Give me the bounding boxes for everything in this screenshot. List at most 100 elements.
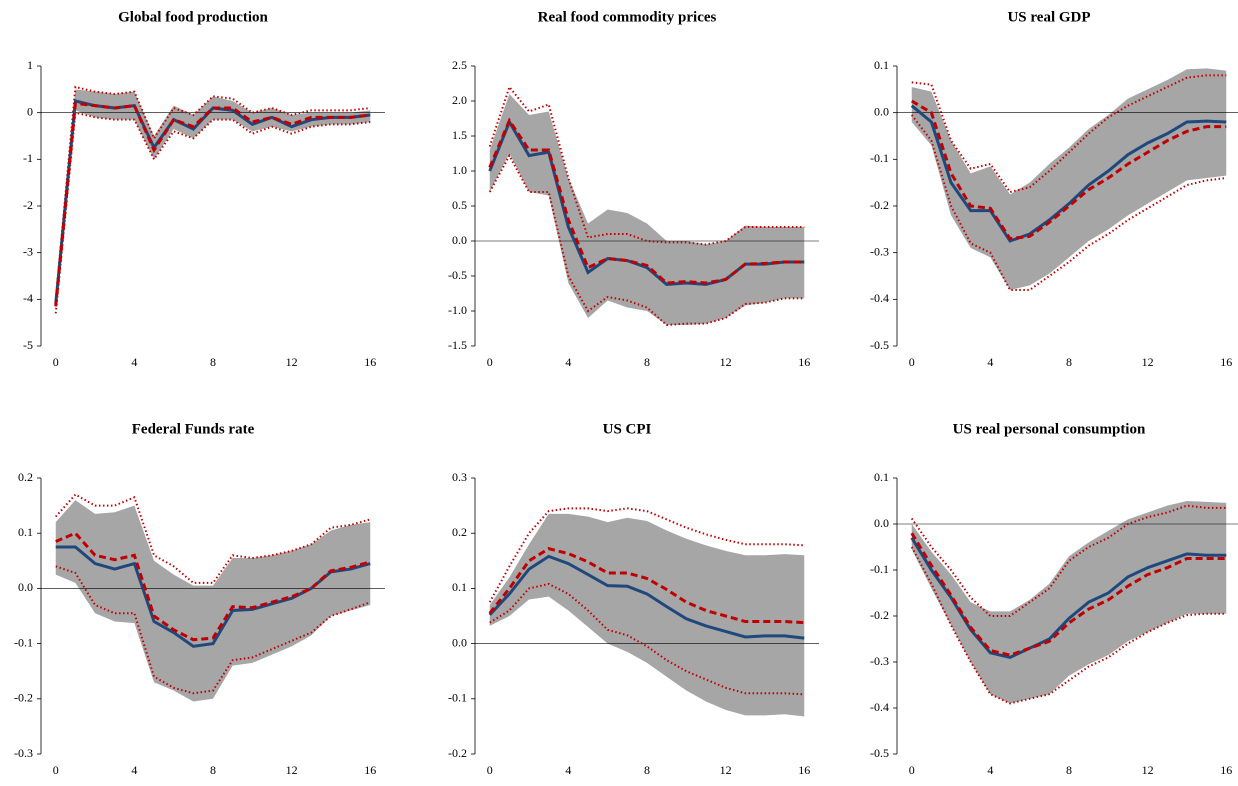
x-tick-label: 12 [1142, 355, 1154, 369]
x-tick-label: 0 [53, 355, 59, 369]
x-tick-label: 0 [909, 355, 915, 369]
y-tick-label: 0.1 [452, 580, 467, 594]
x-tick-label: 12 [286, 355, 298, 369]
y-tick-label: -0.1 [14, 635, 33, 649]
y-tick-label: 0.1 [874, 470, 889, 484]
y-tick-label: 0.5 [452, 198, 467, 212]
line-dashed [488, 117, 805, 285]
line-dotted [54, 111, 371, 314]
line-dotted [910, 114, 1227, 291]
x-tick-label: 12 [720, 355, 732, 369]
y-tick-label: -0.4 [870, 700, 889, 714]
line-dashed [910, 99, 1227, 241]
line-dotted [54, 493, 371, 584]
y-tick-label: 1 [27, 58, 33, 72]
panel-title: US real personal consumption [953, 421, 1146, 437]
y-tick-label: -0.5 [870, 746, 889, 760]
x-tick-label: 8 [210, 763, 216, 777]
y-tick-label: -2 [23, 198, 33, 212]
y-tick-label: -0.2 [870, 608, 889, 622]
y-tick-label: -0.2 [448, 746, 467, 760]
line-dotted [488, 507, 805, 603]
line-dashed [488, 547, 805, 625]
panel-title: Global food production [118, 9, 268, 25]
x-tick-label: 8 [644, 763, 650, 777]
confidence-band [55, 500, 371, 702]
y-tick-label: -0.3 [870, 654, 889, 668]
x-tick-label: 8 [1066, 355, 1072, 369]
line-dotted [55, 565, 371, 695]
y-tick-label: 0.2 [452, 525, 467, 539]
line-solid [54, 99, 371, 305]
y-tick-label: 1.0 [452, 163, 467, 177]
y-tick-label: 1.5 [452, 128, 467, 142]
x-tick-label: 4 [131, 763, 137, 777]
panel-title: Real food commodity prices [538, 9, 717, 25]
x-tick-label: 16 [364, 763, 376, 777]
y-tick-label: -0.1 [870, 562, 889, 576]
x-tick-label: 0 [53, 763, 59, 777]
y-tick-label: 0.0 [452, 233, 467, 247]
y-tick-label: 2.5 [452, 58, 467, 72]
line-dotted [911, 74, 1227, 194]
line-solid [55, 545, 371, 648]
y-tick-label: 0.0 [874, 516, 889, 530]
y-tick-label: 2.0 [452, 93, 467, 107]
confidence-band [55, 89, 371, 311]
x-tick-label: 12 [286, 763, 298, 777]
y-tick-label: 0.1 [874, 58, 889, 72]
y-tick-label: -0.1 [448, 691, 467, 705]
y-tick-label: -0.3 [14, 746, 33, 760]
line-solid [488, 554, 805, 640]
y-tick-label: 0.2 [18, 470, 33, 484]
y-tick-label: 0.3 [452, 470, 467, 484]
y-tick-label: 0.1 [18, 525, 33, 539]
panel-title: Federal Funds rate [132, 421, 255, 437]
x-tick-label: 8 [210, 355, 216, 369]
y-tick-label: -5 [23, 338, 33, 352]
y-tick-label: -1.5 [448, 338, 467, 352]
y-tick-label: -1.0 [448, 303, 467, 317]
y-tick-label: -0.3 [870, 244, 889, 258]
y-tick-label: -0.5 [870, 338, 889, 352]
y-tick-label: -4 [23, 291, 33, 305]
x-tick-label: 16 [1220, 355, 1232, 369]
x-tick-label: 12 [720, 763, 732, 777]
x-tick-label: 4 [987, 355, 993, 369]
y-tick-label: -0.5 [448, 268, 467, 282]
panel-title: US CPI [603, 421, 652, 437]
x-tick-label: 8 [1066, 763, 1072, 777]
x-tick-label: 16 [798, 763, 810, 777]
y-tick-label: 0.0 [874, 104, 889, 118]
line-solid [910, 104, 1227, 243]
x-tick-label: 0 [909, 763, 915, 777]
line-dotted [910, 546, 1227, 705]
x-tick-label: 16 [798, 355, 810, 369]
x-tick-label: 8 [644, 355, 650, 369]
x-tick-label: 16 [1220, 763, 1232, 777]
y-tick-label: 0.0 [18, 580, 33, 594]
x-tick-label: 4 [987, 763, 993, 777]
x-tick-label: 0 [487, 355, 493, 369]
line-dashed [54, 101, 371, 307]
x-tick-label: 16 [364, 355, 376, 369]
y-tick-label: -0.4 [870, 291, 889, 305]
y-tick-label: -0.1 [870, 151, 889, 165]
line-dotted [910, 504, 1227, 617]
x-tick-label: 4 [565, 355, 571, 369]
y-tick-label: -1 [23, 151, 33, 165]
confidence-band [489, 94, 805, 325]
line-dashed [55, 531, 371, 642]
y-tick-label: -0.2 [870, 198, 889, 212]
x-tick-label: 12 [1142, 763, 1154, 777]
y-tick-label: 0 [27, 104, 33, 118]
y-tick-label: -3 [23, 244, 33, 258]
y-tick-label: 0.0 [452, 635, 467, 649]
confidence-band [489, 513, 805, 717]
x-tick-label: 4 [131, 355, 137, 369]
y-tick-label: -0.2 [14, 691, 33, 705]
confidence-band [911, 501, 1227, 704]
panel-title: US real GDP [1007, 9, 1090, 25]
confidence-band [911, 68, 1227, 290]
